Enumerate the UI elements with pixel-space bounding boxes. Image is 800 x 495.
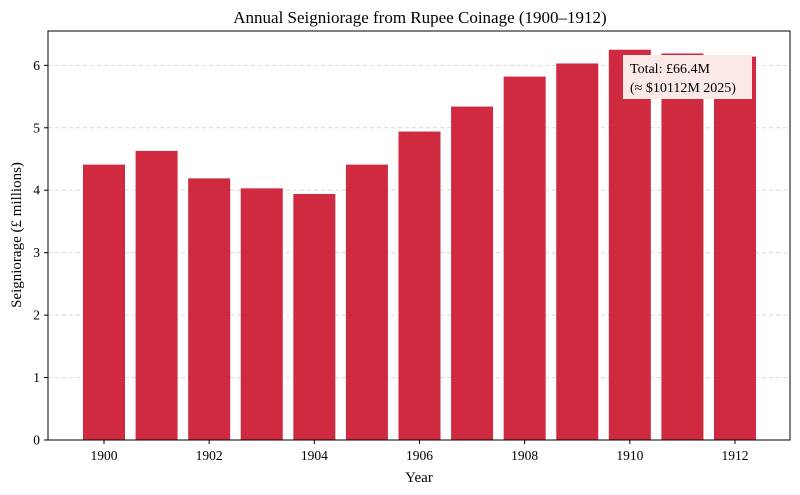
- y-tick-label: 0: [33, 433, 40, 448]
- total-annotation: Total: £66.4M (≈ $10112M 2025): [623, 55, 752, 99]
- y-tick-label: 6: [33, 58, 40, 73]
- x-tick-label: 1906: [406, 448, 433, 463]
- x-tick-label: 1908: [511, 448, 538, 463]
- annotation-line-2: (≈ $10112M 2025): [630, 81, 736, 96]
- x-tick-label: 1902: [196, 448, 223, 463]
- bar-1906: [398, 131, 441, 440]
- y-tick-label: 5: [33, 120, 40, 135]
- y-axis-ticks: 0 1 2 3 4 5 6: [33, 58, 48, 448]
- annotation-box: [623, 55, 752, 99]
- y-axis-label: Seigniorage (£ millions): [9, 162, 25, 308]
- bar-1901: [135, 150, 178, 440]
- bar-1909: [556, 63, 599, 441]
- x-tick-label: 1900: [91, 448, 118, 463]
- bar-1903: [240, 188, 283, 440]
- bar-1902: [188, 178, 231, 441]
- bar-1910: [608, 49, 651, 441]
- bar-1912: [714, 56, 756, 440]
- annotation-line-1: Total: £66.4M: [630, 62, 710, 77]
- bar-1911: [661, 53, 704, 440]
- bar-1900: [83, 164, 125, 440]
- bar-1904: [293, 193, 336, 440]
- bar-1908: [503, 76, 546, 441]
- bar-1907: [451, 106, 494, 440]
- chart-title: Annual Seigniorage from Rupee Coinage (1…: [233, 8, 606, 27]
- x-tick-label: 1910: [616, 448, 643, 463]
- bars: [83, 49, 756, 441]
- x-axis-ticks: 1900 1902 1904 1906 1908 1910 1912: [91, 440, 749, 463]
- bar-1905: [345, 164, 388, 440]
- x-tick-label: 1904: [301, 448, 328, 463]
- y-tick-label: 1: [33, 370, 40, 385]
- x-axis-label: Year: [405, 470, 433, 486]
- y-tick-label: 3: [33, 245, 40, 260]
- y-tick-label: 2: [33, 308, 40, 323]
- y-tick-label: 4: [33, 183, 40, 198]
- x-tick-label: 1912: [722, 448, 749, 463]
